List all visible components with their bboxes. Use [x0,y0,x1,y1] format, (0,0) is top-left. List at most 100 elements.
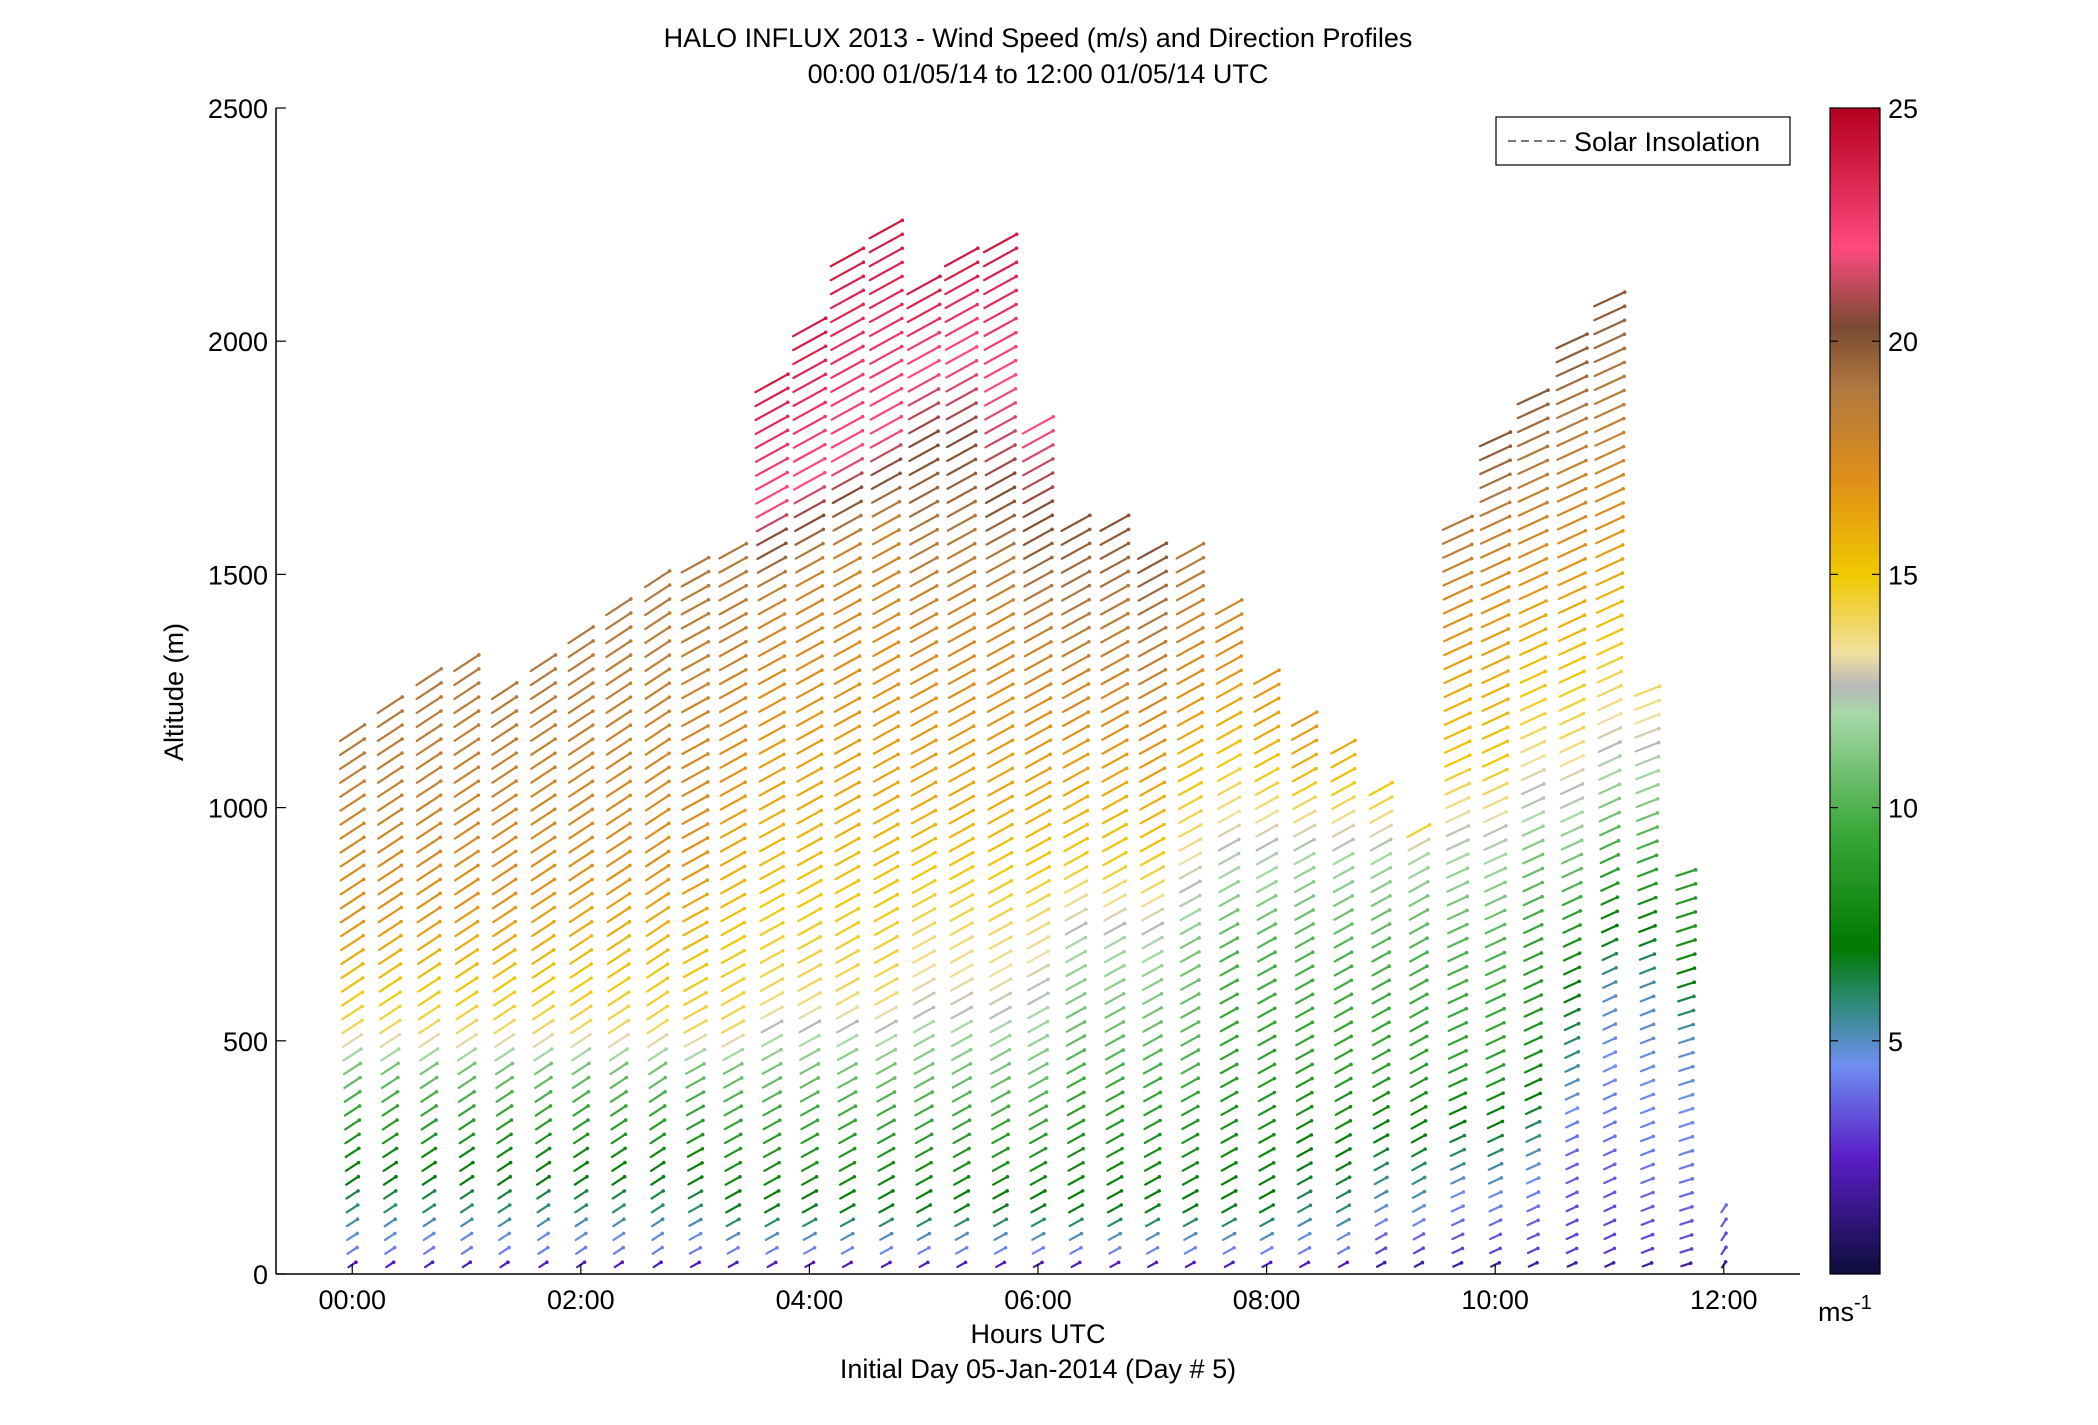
wind-arrow [644,822,670,840]
wind-arrow [758,725,786,741]
wind-arrow-head [1465,894,1470,899]
wind-arrow [344,1133,361,1145]
wind-arrow-head [1272,1118,1276,1123]
wind-arrow-head [508,1203,512,1207]
wind-arrow-head [1156,1217,1161,1222]
wind-arrow-head [934,654,939,658]
wind-arrow-head [1425,894,1430,898]
wind-arrow [1555,361,1588,378]
wind-arrow [1516,403,1550,420]
wind-arrow [1640,1163,1655,1171]
wind-arrow-head [1274,865,1278,870]
wind-arrow [950,1020,973,1034]
wind-arrow-head [1310,1076,1314,1081]
wind-arrow [1294,951,1314,963]
wind-arrow [1596,656,1623,670]
wind-arrow-head [893,1062,897,1066]
wind-arrow [1557,628,1586,642]
wind-arrow-head [471,1132,476,1137]
wind-arrow-head [935,555,939,560]
wind-arrow [718,696,747,714]
wind-arrow-head [552,849,557,854]
wind-arrow [455,991,478,1007]
wind-arrow-head [1005,1160,1010,1165]
wind-arrow-head [1502,936,1507,941]
wind-arrow [875,1062,897,1075]
wind-arrow [948,725,975,741]
wind-arrow [1067,1203,1084,1214]
wind-arrow-head [1201,626,1205,630]
wind-arrow-head [900,232,905,237]
wind-arrow [759,865,785,881]
wind-arrow-head [1236,879,1241,884]
wind-arrow-head [933,864,937,869]
wind-arrow-head [1467,753,1472,758]
wind-arrow-head [398,976,403,980]
wind-arrow-head [664,1032,669,1037]
wind-arrow [644,654,671,672]
wind-arrow-head [704,1005,708,1009]
wind-arrow-head [1350,851,1355,856]
wind-arrow [758,781,785,797]
wind-arrow [1602,1008,1617,1017]
wind-arrow [1026,964,1050,978]
wind-arrow [533,1062,553,1076]
wind-arrow [1220,1105,1238,1117]
wind-arrow [608,1033,629,1049]
wind-arrow [529,681,557,701]
wind-arrow [680,626,710,644]
wind-arrow [1180,1034,1200,1047]
wind-arrow-head [929,1160,933,1165]
wind-arrow-head [399,835,404,840]
wind-arrow [1024,781,1052,797]
wind-arrow-head [665,962,670,966]
wind-arrow [645,934,670,951]
wind-arrow-head [786,386,790,391]
wind-arrow-head [785,414,790,419]
wind-arrow-head [1309,1175,1313,1179]
wind-arrow-head [355,1245,359,1250]
wind-arrow [1560,825,1584,837]
wind-arrow [492,976,516,993]
wind-arrow [339,864,365,882]
wind-arrow-head [1622,332,1627,337]
wind-arrow [793,499,826,519]
wind-arrow-head [896,780,900,785]
wind-arrow-head [1536,1246,1540,1251]
wind-arrow-head [741,1005,746,1009]
wind-arrow-head [1162,752,1167,757]
wind-arrow [1029,1147,1047,1159]
wind-arrow-head [472,1061,477,1066]
wind-arrow [1021,415,1055,435]
wind-arrow [796,851,823,867]
wind-arrow [1479,515,1511,531]
wind-arrow [1142,1034,1163,1047]
wind-arrow-head [662,1118,667,1122]
wind-arrow [874,991,898,1006]
wind-arrow [834,767,861,783]
wind-arrow [949,964,973,978]
wind-arrow [831,500,863,518]
wind-arrow-head [1271,1161,1276,1165]
wind-arrow [416,850,442,868]
wind-arrow [415,695,443,715]
wind-arrow [984,472,1016,491]
wind-arrow-head [857,668,862,672]
wind-arrow-head [587,1047,592,1051]
wind-arrow [421,1161,437,1172]
wind-arrow-head [1199,809,1203,813]
wind-arrow [1408,937,1429,949]
wind-arrow-head [1122,963,1126,968]
wind-arrow [572,1104,590,1117]
wind-arrow-head [1352,766,1357,771]
wind-arrow-head [1466,824,1471,828]
wind-arrow [421,1147,437,1159]
wind-arrow [1258,1161,1275,1172]
wind-arrow [497,1189,512,1200]
wind-arrow [1105,1119,1124,1131]
wind-arrow [1254,795,1279,810]
wind-arrow-head [361,919,366,924]
wind-arrow [1025,837,1051,853]
wind-arrow-head [1621,472,1626,477]
wind-arrow-head [1691,1036,1695,1041]
